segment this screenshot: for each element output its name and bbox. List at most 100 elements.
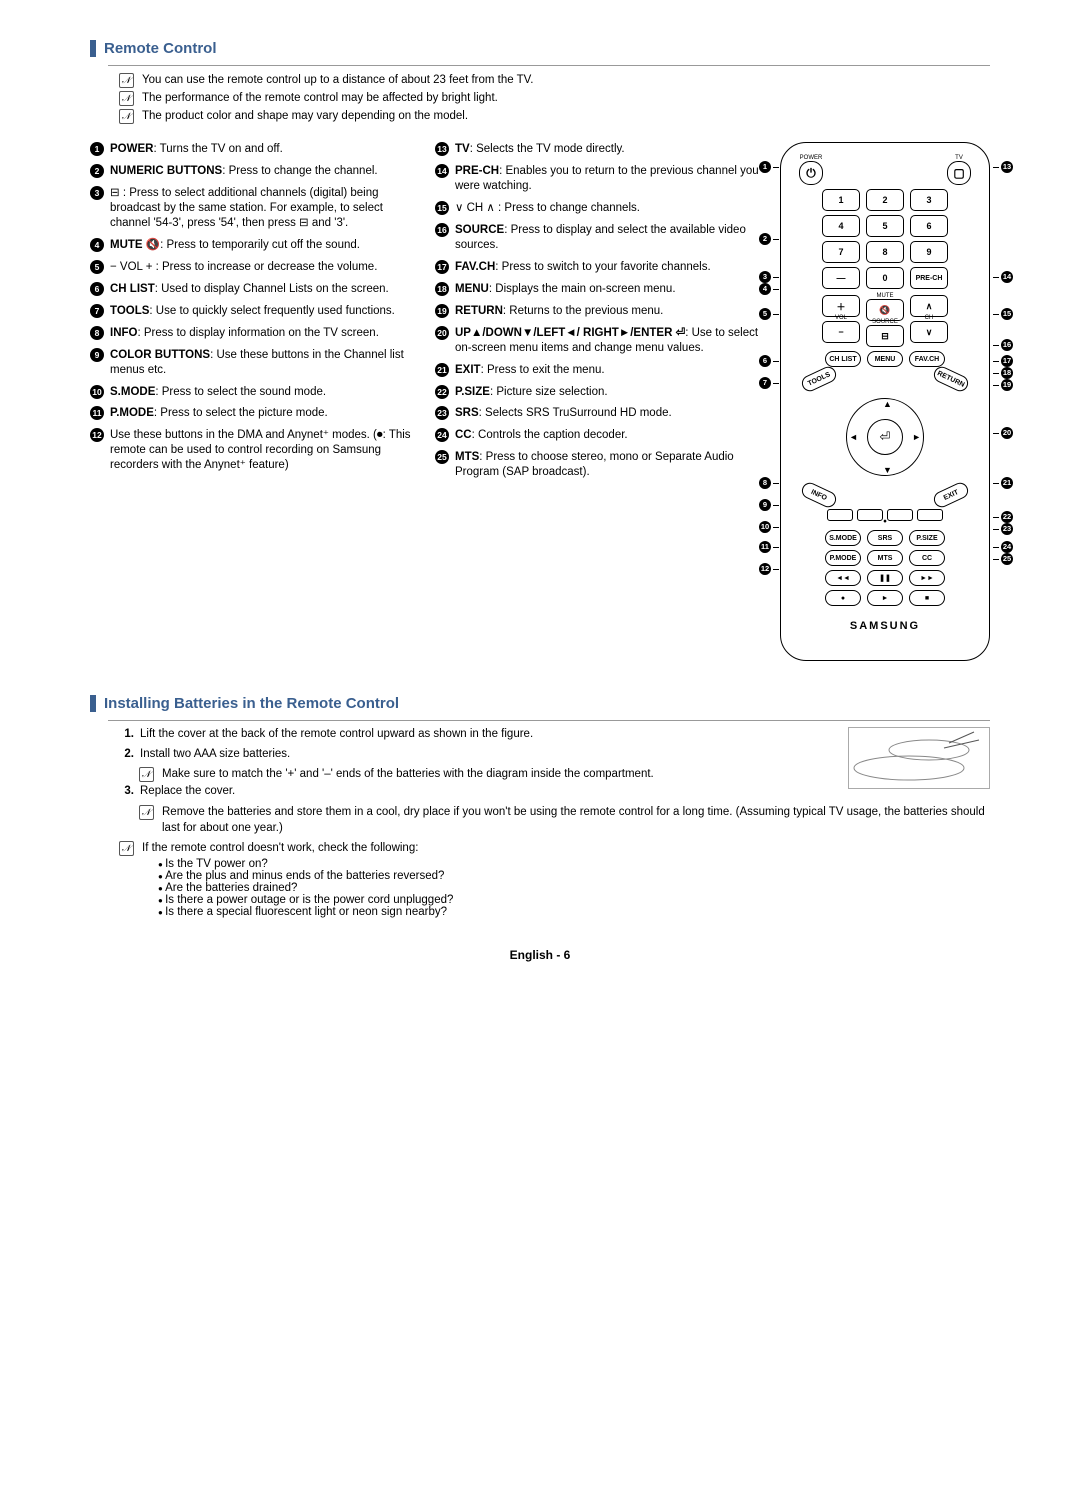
favch-button[interactable]: FAV.CH — [909, 351, 945, 367]
callout: 1 — [759, 161, 779, 173]
callout: 14 — [993, 271, 1013, 283]
check-item: Is the TV power on? — [158, 858, 990, 870]
callout: 22 — [993, 511, 1013, 523]
battery-diagram — [848, 727, 990, 789]
item-number: 16 — [435, 223, 449, 237]
note-line: 𝒩The product color and shape may vary de… — [118, 108, 990, 124]
item-text: SRS: Selects SRS TruSurround HD mode. — [455, 406, 672, 421]
list-item: 11P.MODE: Press to select the picture mo… — [90, 406, 415, 421]
keypad-7[interactable]: 7 — [822, 241, 860, 263]
keypad-3[interactable]: 3 — [910, 189, 948, 211]
dpad: ⏎ ▲ ▼ ◄ ► — [835, 393, 935, 481]
keypad-9[interactable]: 9 — [910, 241, 948, 263]
ch-down-button[interactable]: ∨ — [910, 321, 948, 343]
list-item: 23SRS: Selects SRS TruSurround HD mode. — [435, 406, 760, 421]
menu-button[interactable]: MENU — [867, 351, 903, 367]
keypad-1[interactable]: 1 — [822, 189, 860, 211]
item-text: PRE-CH: Enables you to return to the pre… — [455, 164, 760, 194]
right-arrow[interactable]: ► — [912, 432, 921, 442]
callout: 20 — [993, 427, 1013, 439]
remote-figure: 123456789101112 131415161718192021222324… — [780, 142, 990, 661]
enter-button[interactable]: ⏎ — [867, 419, 903, 455]
callout: 12 — [759, 563, 779, 575]
red-button[interactable] — [827, 509, 853, 521]
callout: 21 — [993, 477, 1013, 489]
item-text: MENU: Displays the main on-screen menu. — [455, 282, 676, 297]
mute-button[interactable]: 🔇 — [866, 299, 904, 321]
list-item: 1POWER: Turns the TV on and off. — [90, 142, 415, 157]
callout: 11 — [759, 541, 779, 553]
left-arrow[interactable]: ◄ — [849, 432, 858, 442]
psize-button[interactable]: P.SIZE — [909, 530, 945, 546]
callout: 7 — [759, 377, 779, 389]
list-item: 5− VOL + : Press to increase or decrease… — [90, 260, 415, 275]
list-item: 16SOURCE: Press to display and select th… — [435, 223, 760, 253]
item-number: 6 — [90, 282, 104, 296]
callout: 25 — [993, 553, 1013, 565]
ff-button[interactable]: ►► — [909, 570, 945, 586]
up-arrow[interactable]: ▲ — [883, 399, 892, 409]
keypad-4[interactable]: 4 — [822, 215, 860, 237]
keypad-8[interactable]: 8 — [866, 241, 904, 263]
rew-button[interactable]: ◄◄ — [825, 570, 861, 586]
callout: 13 — [993, 161, 1013, 173]
vol-up-button[interactable]: ＋ — [822, 295, 860, 317]
pause-button[interactable]: ❚❚ — [867, 570, 903, 586]
ch-up-button[interactable]: ∧ — [910, 295, 948, 317]
tools-button[interactable]: TOOLS — [799, 364, 838, 394]
col-left: 1POWER: Turns the TV on and off.2NUMERIC… — [90, 142, 415, 480]
cc-button[interactable]: CC — [909, 550, 945, 566]
section-batteries: Installing Batteries in the Remote Contr… — [90, 695, 990, 918]
list-item: 22P.SIZE: Picture size selection. — [435, 385, 760, 400]
item-number: 17 — [435, 260, 449, 274]
green-button[interactable] — [857, 509, 883, 521]
smode-button[interactable]: S.MODE — [825, 530, 861, 546]
callout: 9 — [759, 499, 779, 511]
power-button[interactable]: ⏻ — [799, 161, 823, 185]
item-number: 2 — [90, 164, 104, 178]
callout: 15 — [993, 308, 1013, 320]
vol-down-button[interactable]: − — [822, 321, 860, 343]
yellow-button[interactable] — [887, 509, 913, 521]
item-text: P.MODE: Press to select the picture mode… — [110, 406, 328, 421]
return-button[interactable]: RETURN — [931, 364, 970, 394]
item-number: 25 — [435, 450, 449, 464]
list-item: 10S.MODE: Press to select the sound mode… — [90, 385, 415, 400]
remote-body: 123456789101112 131415161718192021222324… — [780, 142, 990, 661]
list-item: 13TV: Selects the TV mode directly. — [435, 142, 760, 157]
keypad-0[interactable]: 0 — [866, 267, 904, 289]
item-text: CH LIST: Used to display Channel Lists o… — [110, 282, 389, 297]
item-number: 20 — [435, 326, 449, 340]
chlist-button[interactable]: CH LIST — [825, 351, 861, 367]
item-number: 5 — [90, 260, 104, 274]
srs-button[interactable]: SRS — [867, 530, 903, 546]
tv-button[interactable]: ▢ — [947, 161, 971, 185]
rec-button[interactable]: ● — [825, 590, 861, 606]
pmode-button[interactable]: P.MODE — [825, 550, 861, 566]
keypad-6[interactable]: 6 — [910, 215, 948, 237]
play-button[interactable]: ► — [867, 590, 903, 606]
keypad-5[interactable]: 5 — [866, 215, 904, 237]
item-number: 18 — [435, 282, 449, 296]
mts-button[interactable]: MTS — [867, 550, 903, 566]
callout: 2 — [759, 233, 779, 245]
stop-button[interactable]: ■ — [909, 590, 945, 606]
exit-button[interactable]: EXIT — [931, 480, 970, 510]
note-icon: 𝒩 — [119, 841, 134, 856]
down-arrow[interactable]: ▼ — [883, 465, 892, 475]
list-item: 18 MENU: Displays the main on-screen menu… — [435, 282, 760, 297]
keypad-—[interactable]: — — [822, 267, 860, 289]
item-text: INFO: Press to display information on th… — [110, 326, 379, 341]
source-button[interactable]: ⊟ — [866, 325, 904, 347]
item-text: POWER: Turns the TV on and off. — [110, 142, 283, 157]
info-button[interactable]: INFO — [799, 480, 838, 510]
blue-button[interactable] — [917, 509, 943, 521]
item-number: 8 — [90, 326, 104, 340]
item-text: ∨ CH ∧ : Press to change channels. — [455, 201, 640, 216]
step: 1.Lift the cover at the back of the remo… — [118, 727, 838, 743]
keypad-PRE-CH[interactable]: PRE-CH — [910, 267, 948, 289]
keypad-2[interactable]: 2 — [866, 189, 904, 211]
item-text: EXIT: Press to exit the menu. — [455, 363, 605, 378]
item-number: 7 — [90, 304, 104, 318]
note-line: 𝒩You can use the remote control up to a … — [118, 72, 990, 88]
